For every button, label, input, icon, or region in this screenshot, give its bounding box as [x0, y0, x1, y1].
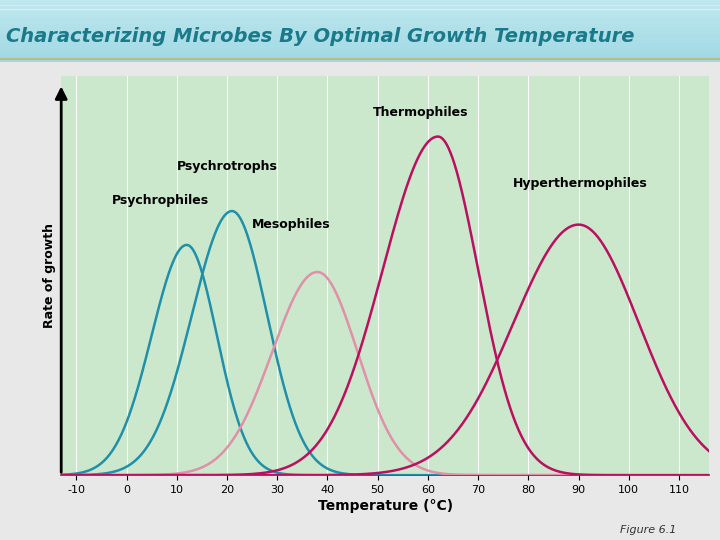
Bar — [0, 2, 720, 3]
Bar — [0, 28, 720, 30]
Bar — [0, 46, 720, 48]
Bar — [0, 26, 720, 28]
Bar — [0, 6, 720, 8]
Bar — [0, 9, 720, 11]
Text: Hyperthermophiles: Hyperthermophiles — [513, 177, 648, 191]
Bar — [0, 25, 720, 26]
Bar — [0, 11, 720, 12]
Bar — [0, 50, 720, 51]
Bar — [0, 5, 720, 6]
Bar — [0, 51, 720, 53]
Bar — [0, 0, 720, 2]
Bar — [0, 56, 720, 57]
Text: Thermophiles: Thermophiles — [373, 106, 468, 119]
Bar — [0, 17, 720, 18]
Text: Figure 6.1: Figure 6.1 — [621, 524, 677, 535]
Bar — [0, 53, 720, 55]
Bar — [0, 48, 720, 50]
Bar — [0, 55, 720, 56]
Bar — [0, 42, 720, 44]
Bar — [0, 45, 720, 46]
Bar — [0, 59, 720, 60]
Text: Mesophiles: Mesophiles — [252, 218, 330, 231]
Bar — [0, 31, 720, 32]
Bar — [0, 3, 720, 5]
Y-axis label: Rate of growth: Rate of growth — [42, 223, 55, 328]
Bar — [0, 34, 720, 36]
Bar — [0, 23, 720, 25]
Bar — [0, 30, 720, 31]
Bar — [0, 20, 720, 22]
Bar — [0, 16, 720, 17]
Bar — [0, 60, 720, 62]
Bar — [0, 18, 720, 20]
Bar — [0, 36, 720, 37]
Bar — [0, 22, 720, 23]
Bar — [0, 39, 720, 40]
Bar — [0, 14, 720, 16]
Bar — [0, 8, 720, 9]
Bar — [0, 40, 720, 42]
Bar — [0, 57, 720, 59]
Bar — [0, 12, 720, 14]
Text: Psychrophiles: Psychrophiles — [112, 194, 209, 207]
Bar — [0, 44, 720, 45]
Text: Psychrotrophs: Psychrotrophs — [176, 160, 278, 173]
Bar — [0, 37, 720, 39]
Text: Characterizing Microbes By Optimal Growth Temperature: Characterizing Microbes By Optimal Growt… — [6, 26, 634, 45]
Bar — [0, 32, 720, 34]
X-axis label: Temperature (°C): Temperature (°C) — [318, 499, 453, 513]
